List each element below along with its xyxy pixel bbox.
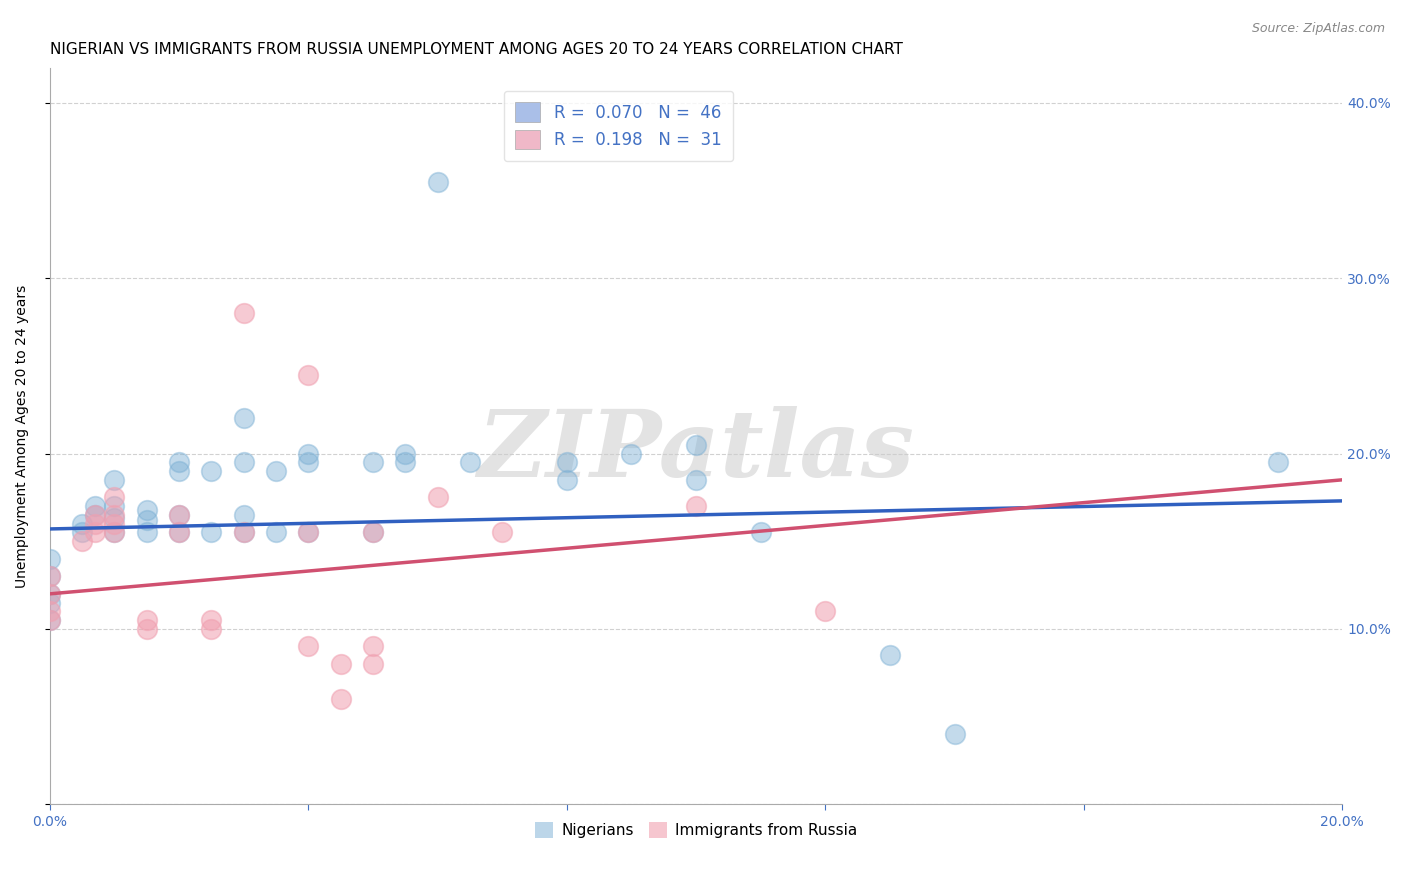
Point bbox=[297, 640, 319, 654]
Point bbox=[232, 455, 254, 469]
Point bbox=[232, 525, 254, 540]
Point bbox=[814, 604, 837, 618]
Point bbox=[167, 508, 190, 522]
Point bbox=[297, 525, 319, 540]
Point bbox=[167, 525, 190, 540]
Point bbox=[264, 464, 287, 478]
Point bbox=[38, 604, 60, 618]
Point bbox=[555, 455, 578, 469]
Point bbox=[84, 499, 107, 513]
Point bbox=[297, 368, 319, 382]
Point bbox=[103, 508, 125, 522]
Point bbox=[426, 175, 449, 189]
Point bbox=[361, 525, 384, 540]
Point bbox=[458, 455, 481, 469]
Point bbox=[38, 569, 60, 583]
Point bbox=[38, 596, 60, 610]
Point bbox=[135, 613, 157, 627]
Point bbox=[135, 622, 157, 636]
Point bbox=[200, 622, 222, 636]
Point bbox=[135, 513, 157, 527]
Point bbox=[200, 464, 222, 478]
Point bbox=[943, 727, 966, 741]
Point bbox=[491, 525, 513, 540]
Point bbox=[361, 455, 384, 469]
Point bbox=[361, 640, 384, 654]
Point bbox=[232, 411, 254, 425]
Point bbox=[200, 613, 222, 627]
Point bbox=[361, 525, 384, 540]
Point bbox=[38, 587, 60, 601]
Point bbox=[232, 508, 254, 522]
Point bbox=[38, 587, 60, 601]
Point bbox=[103, 525, 125, 540]
Text: ZIPatlas: ZIPatlas bbox=[478, 406, 914, 496]
Point bbox=[232, 525, 254, 540]
Point bbox=[394, 446, 416, 460]
Point bbox=[38, 613, 60, 627]
Point bbox=[394, 455, 416, 469]
Point bbox=[38, 613, 60, 627]
Point bbox=[329, 657, 352, 671]
Point bbox=[167, 508, 190, 522]
Text: Source: ZipAtlas.com: Source: ZipAtlas.com bbox=[1251, 22, 1385, 36]
Y-axis label: Unemployment Among Ages 20 to 24 years: Unemployment Among Ages 20 to 24 years bbox=[15, 285, 30, 588]
Point bbox=[103, 511, 125, 525]
Point bbox=[685, 473, 707, 487]
Point bbox=[103, 491, 125, 505]
Point bbox=[1267, 455, 1289, 469]
Text: NIGERIAN VS IMMIGRANTS FROM RUSSIA UNEMPLOYMENT AMONG AGES 20 TO 24 YEARS CORREL: NIGERIAN VS IMMIGRANTS FROM RUSSIA UNEMP… bbox=[49, 42, 903, 57]
Point bbox=[70, 525, 93, 540]
Point bbox=[555, 473, 578, 487]
Point bbox=[200, 525, 222, 540]
Point bbox=[38, 569, 60, 583]
Point bbox=[84, 508, 107, 522]
Point bbox=[264, 525, 287, 540]
Point bbox=[84, 508, 107, 522]
Point bbox=[879, 648, 901, 663]
Point bbox=[103, 516, 125, 531]
Point bbox=[70, 516, 93, 531]
Point bbox=[167, 464, 190, 478]
Point bbox=[84, 525, 107, 540]
Point bbox=[297, 446, 319, 460]
Point bbox=[103, 525, 125, 540]
Point bbox=[232, 306, 254, 320]
Point bbox=[329, 692, 352, 706]
Point bbox=[135, 525, 157, 540]
Point bbox=[361, 657, 384, 671]
Point bbox=[84, 516, 107, 531]
Point bbox=[426, 491, 449, 505]
Point bbox=[38, 551, 60, 566]
Point bbox=[685, 499, 707, 513]
Point bbox=[103, 499, 125, 513]
Point bbox=[135, 502, 157, 516]
Point bbox=[749, 525, 772, 540]
Point bbox=[685, 438, 707, 452]
Legend: Nigerians, Immigrants from Russia: Nigerians, Immigrants from Russia bbox=[529, 816, 863, 845]
Point bbox=[167, 455, 190, 469]
Point bbox=[297, 525, 319, 540]
Point bbox=[297, 455, 319, 469]
Point bbox=[620, 446, 643, 460]
Point bbox=[103, 473, 125, 487]
Point bbox=[167, 525, 190, 540]
Point bbox=[70, 534, 93, 549]
